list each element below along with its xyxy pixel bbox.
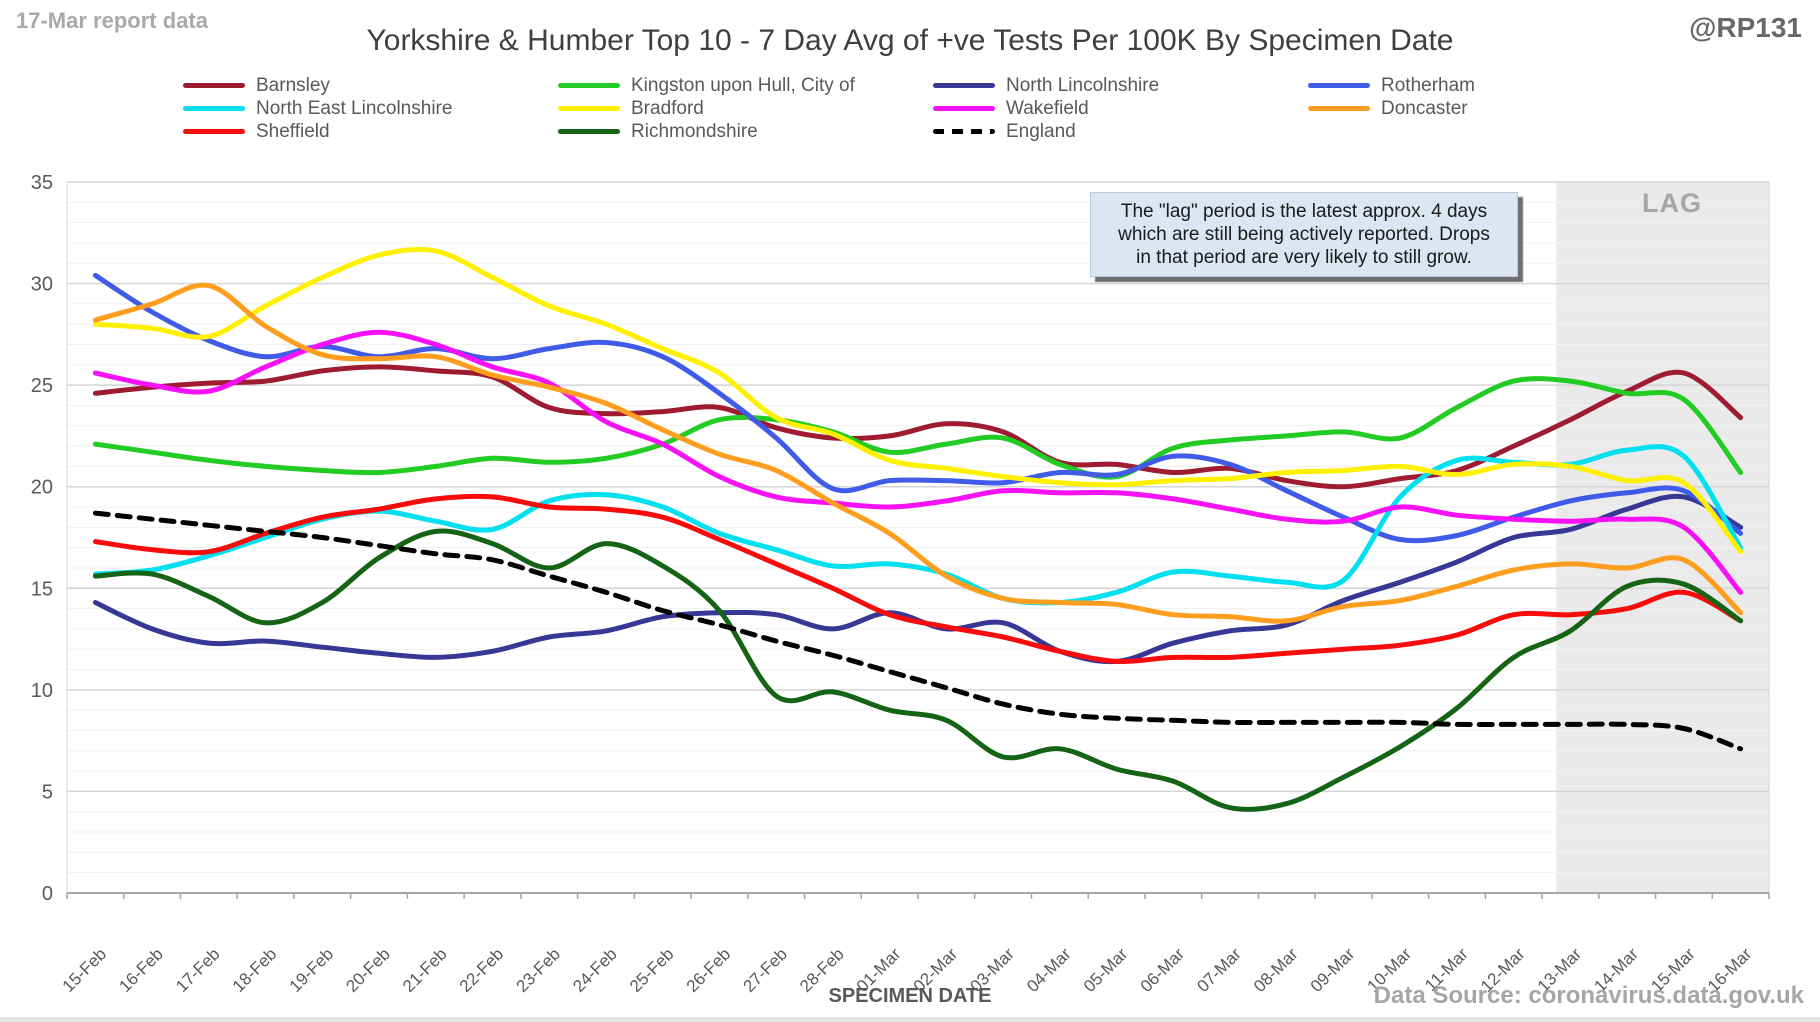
- legend-label: Barnsley: [256, 74, 330, 96]
- legend-item-richmondshire: Richmondshire: [558, 120, 933, 143]
- legend-swatch-icon: [558, 106, 620, 111]
- legend-swatch-icon: [933, 83, 995, 88]
- legend-item-wakefield: Wakefield: [933, 97, 1308, 120]
- legend-label: Richmondshire: [631, 120, 758, 142]
- series-line-barnsley: [92, 364, 1744, 490]
- legend-label: North Lincolnshire: [1006, 74, 1160, 96]
- series-line-bradford: [92, 247, 1744, 555]
- series-line-kingston-upon-hull-city-of: [92, 376, 1744, 480]
- legend-label: England: [1006, 120, 1076, 142]
- legend: Barnsley Kingston upon Hull, City of North…: [183, 74, 1683, 143]
- series-line-wakefield: [92, 329, 1744, 595]
- legend-swatch-icon: [183, 106, 245, 111]
- lag-annotation-line2: which are still being actively reported.…: [1118, 224, 1490, 245]
- legend-swatch-icon: [183, 83, 245, 88]
- series-line-sheffield: [92, 493, 1744, 665]
- legend-item-kingston-upon-hull-city-of: Kingston upon Hull, City of: [558, 74, 933, 97]
- series-line-rotherham: [92, 272, 1744, 544]
- y-tick-label: 25: [31, 375, 53, 397]
- legend-swatch-icon: [1308, 83, 1370, 88]
- legend-item-bradford: Bradford: [558, 97, 933, 120]
- data-source-credit: Data Source: coronavirus.data.gov.uk: [1373, 982, 1804, 1009]
- legend-item-england: England: [933, 120, 1308, 143]
- y-tick-label: 5: [42, 781, 53, 803]
- legend-swatch-icon: [933, 106, 995, 111]
- legend-label: Wakefield: [1006, 97, 1089, 119]
- legend-label: Rotherham: [1381, 74, 1475, 96]
- y-tick-label: 0: [42, 883, 53, 905]
- legend-label: Bradford: [631, 97, 704, 119]
- window-edge-strip: [0, 1017, 1820, 1022]
- series-line-doncaster: [92, 282, 1744, 624]
- lag-annotation-box: The "lag" period is the latest approx. 4…: [1090, 192, 1518, 277]
- legend-label: North East Lincolnshire: [256, 97, 453, 119]
- y-tick-label: 30: [31, 274, 53, 296]
- lag-region-label: LAG: [1642, 188, 1702, 218]
- lag-annotation-line3: in that period are very likely to still …: [1136, 247, 1472, 268]
- legend-label: Sheffield: [256, 120, 330, 142]
- legend-swatch-icon: [558, 83, 620, 88]
- x-axis-title: SPECIMEN DATE: [828, 985, 992, 1007]
- legend-item-north-east-lincolnshire: North East Lincolnshire: [183, 97, 558, 120]
- legend-swatch-icon: [1308, 106, 1370, 111]
- chart-title: Yorkshire & Humber Top 10 - 7 Day Avg of…: [366, 24, 1454, 57]
- legend-item-north-lincolnshire: North Lincolnshire: [933, 74, 1308, 97]
- legend-item-doncaster: Doncaster: [1308, 97, 1683, 120]
- y-tick-label: 20: [31, 477, 53, 499]
- lag-annotation-line1: The "lag" period is the latest approx. 4…: [1120, 201, 1488, 222]
- author-handle: @RP131: [1689, 12, 1802, 43]
- series-line-richmondshire: [92, 528, 1744, 812]
- legend-swatch-icon: [933, 129, 995, 134]
- series-line-north-lincolnshire: [92, 493, 1744, 665]
- report-date-note: 17-Mar report data: [16, 8, 208, 33]
- legend-item-rotherham: Rotherham: [1308, 74, 1683, 97]
- legend-label: Doncaster: [1381, 97, 1468, 119]
- legend-label: Kingston upon Hull, City of: [631, 74, 855, 96]
- legend-item-barnsley: Barnsley: [183, 74, 558, 97]
- legend-swatch-icon: [183, 129, 245, 134]
- legend-item-sheffield: Sheffield: [183, 120, 558, 143]
- legend-swatch-icon: [558, 129, 620, 134]
- y-tick-label: 35: [31, 172, 53, 194]
- series-line-england: [92, 510, 1744, 752]
- y-tick-label: 15: [31, 578, 53, 600]
- y-tick-label: 10: [31, 680, 53, 702]
